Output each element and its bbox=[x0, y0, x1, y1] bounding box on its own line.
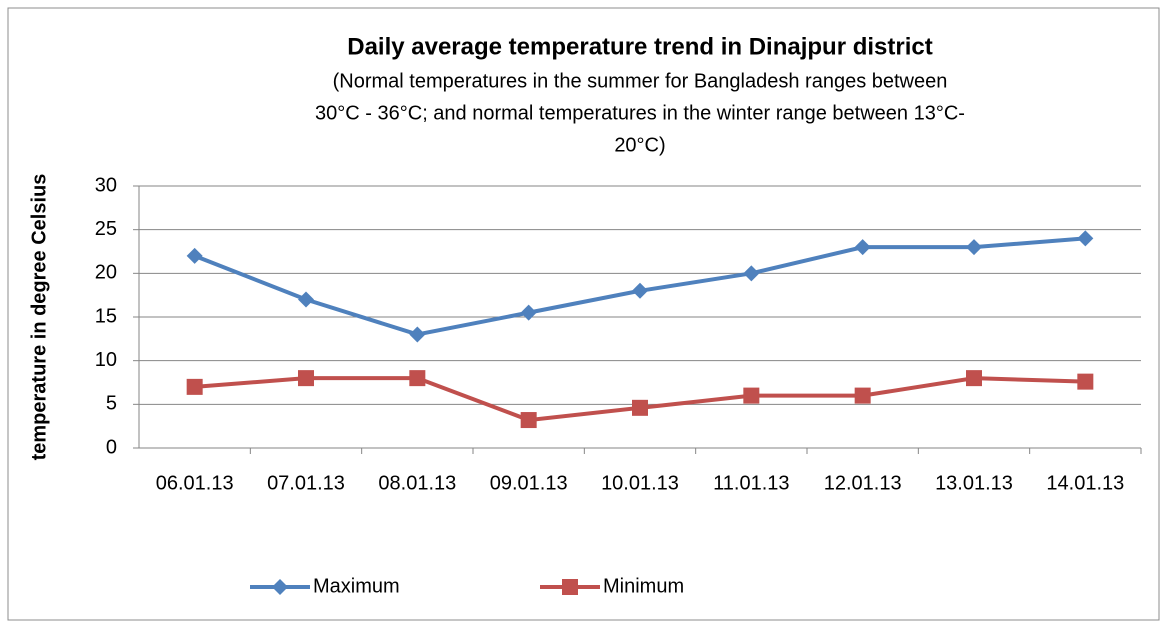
x-tick-label: 12.01.13 bbox=[824, 472, 902, 494]
y-tick-label: 5 bbox=[106, 393, 117, 415]
chart-subtitle: 30°C - 36°C; and normal temperatures in … bbox=[315, 102, 965, 124]
chart-subtitle: (Normal temperatures in the summer for B… bbox=[333, 70, 948, 92]
data-point bbox=[632, 399, 648, 416]
x-tick-label: 06.01.13 bbox=[156, 472, 234, 494]
x-tick-label: 10.01.13 bbox=[601, 472, 679, 494]
data-point bbox=[298, 291, 314, 308]
y-tick-label: 25 bbox=[95, 218, 117, 240]
x-tick-label: 11.01.13 bbox=[713, 472, 789, 494]
data-point bbox=[298, 370, 314, 387]
data-point bbox=[743, 265, 760, 282]
legend-marker bbox=[562, 579, 578, 595]
data-point bbox=[186, 378, 203, 395]
legend-marker bbox=[272, 579, 288, 595]
chart-border bbox=[7, 7, 1160, 621]
data-point bbox=[632, 282, 648, 299]
x-tick-label: 14.01.13 bbox=[1046, 472, 1124, 494]
data-point bbox=[854, 239, 871, 256]
data-point bbox=[854, 387, 871, 404]
y-axis-label: temperature in degree Celsius bbox=[28, 174, 50, 461]
x-tick-label: 07.01.13 bbox=[267, 472, 345, 494]
data-point bbox=[966, 239, 982, 256]
data-point bbox=[1077, 373, 1094, 390]
data-point bbox=[743, 387, 760, 404]
y-tick-label: 10 bbox=[95, 349, 117, 371]
y-tick-label: 20 bbox=[95, 262, 117, 284]
y-tick-label: 0 bbox=[106, 436, 117, 458]
data-point bbox=[966, 370, 982, 387]
y-tick-label: 30 bbox=[95, 174, 117, 196]
chart-subtitle: 20°C) bbox=[614, 134, 665, 156]
legend-label: Minimum bbox=[603, 575, 684, 597]
data-point bbox=[409, 370, 426, 387]
data-point bbox=[520, 412, 537, 429]
legend-label: Maximum bbox=[313, 575, 400, 597]
data-point bbox=[1077, 230, 1094, 247]
data-point bbox=[186, 247, 203, 264]
x-tick-label: 09.01.13 bbox=[490, 472, 568, 494]
data-point bbox=[409, 326, 426, 343]
x-tick-label: 08.01.13 bbox=[378, 472, 456, 494]
y-tick-label: 15 bbox=[95, 305, 117, 327]
data-point bbox=[520, 304, 537, 321]
chart-title: Daily average temperature trend in Dinaj… bbox=[347, 33, 933, 60]
x-tick-label: 13.01.13 bbox=[935, 472, 1013, 494]
